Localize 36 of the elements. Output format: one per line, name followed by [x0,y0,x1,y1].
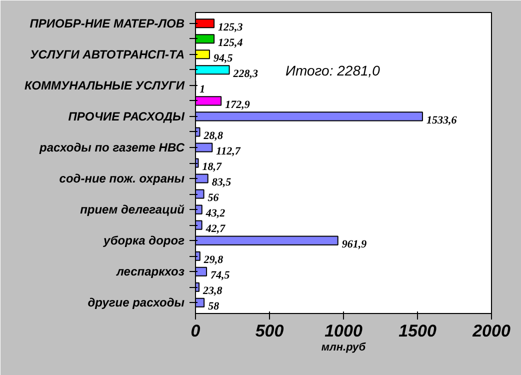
x-axis-title: млн.руб [321,342,367,354]
y-tick-label: сод-ние пож. охраны [59,172,186,186]
data-label: 112,7 [216,145,241,158]
y-tick-label: КОММУНАЛЬНЫЕ УСЛУГИ [24,78,185,92]
y-tick-label: прием делегаций [80,202,186,217]
data-label: 28,8 [202,130,224,142]
data-label: 18,7 [202,161,222,173]
x-tick-label: 2000 [472,322,511,340]
y-tick-label: ПРИОБР-НИЕ МАТЕР-ЛОВ [30,16,185,30]
data-label: 56 [208,192,220,204]
data-label: 1533,6 [426,114,458,126]
data-label: 125,3 [218,21,244,34]
data-label: 42,7 [204,223,226,236]
data-label: 23,8 [202,285,223,298]
x-tick-label: 500 [255,322,284,340]
data-label: 1 [200,83,206,96]
y-tick-label: другие расходы [88,296,186,310]
data-label: 961,9 [342,238,368,251]
data-label: 172,9 [225,98,250,111]
annotation: Итого: 2281,0 [286,62,380,78]
data-label: 74,5 [210,270,230,282]
data-label: 94,5 [213,52,234,64]
data-label: 83,5 [212,176,232,189]
y-tick-label: уборка дорог [102,234,186,248]
data-label: 58 [208,300,220,313]
data-label: 43,2 [204,208,226,220]
data-label: 29,8 [202,254,224,266]
x-tick-label: 0 [190,322,201,340]
data-label: 125,4 [218,36,244,49]
y-tick-label: леспаркхоз [115,264,184,279]
y-tick-label: расходы по газете НВС [38,140,185,154]
data-label: 228,3 [232,68,259,80]
x-tick-label: 1500 [398,322,437,340]
y-tick-label: УСЛУГИ АВТОТРАНСП-ТА [30,47,185,62]
x-tick-label: 1000 [324,322,363,340]
y-tick-label: ПРОЧИЕ РАСХОДЫ [68,109,186,124]
